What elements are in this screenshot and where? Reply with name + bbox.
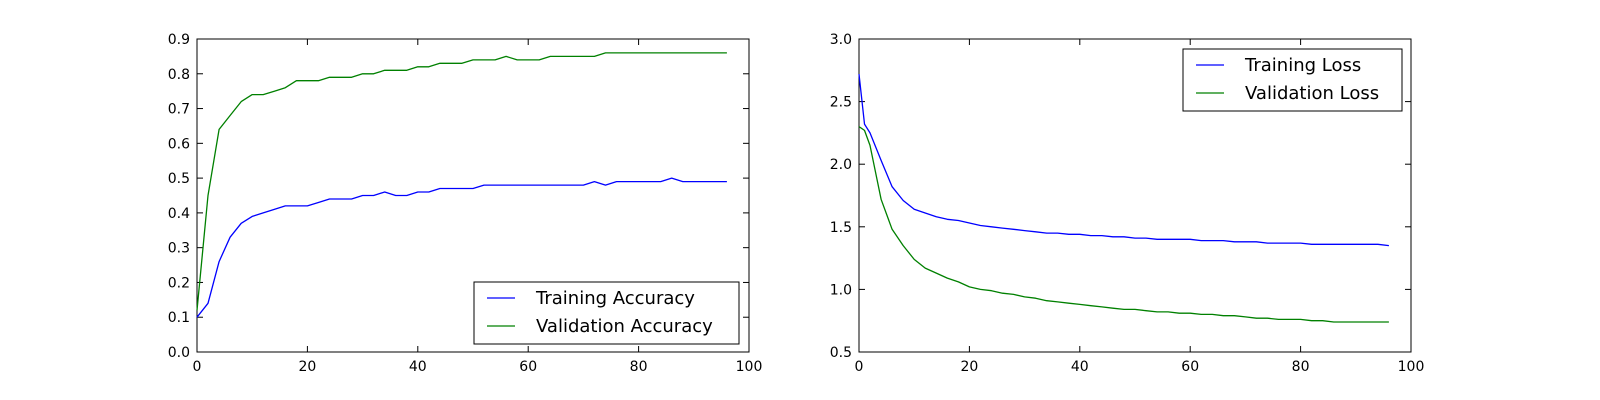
chart-2: 0 20 40 60 80 100 0.5 1.0 1.5 2.0 2.5 3.0 Training L… <box>830 32 1425 375</box>
x-tick-label: 60 <box>1181 359 1199 375</box>
x-tick-label: 60 <box>519 359 537 375</box>
x-tick-label: 0 <box>193 359 202 375</box>
y-tick-label: 0.1 <box>168 310 190 326</box>
x-tick-label: 80 <box>1292 359 1310 375</box>
y-tick-label: 2.5 <box>830 95 852 111</box>
y-tick-label: 0.6 <box>168 136 190 152</box>
legend-label: Training Accuracy <box>535 288 695 309</box>
legend-label: Training Loss <box>1244 55 1361 76</box>
y-tick-label: 0.0 <box>168 345 190 361</box>
x-tick-label: 40 <box>409 359 427 375</box>
series-line-training-accuracy <box>196 177 727 318</box>
chart-1: 0 20 40 60 80 100 0.0 0.1 0.2 0.3 0.4 0.5 0.6 0.7 0.8 0… <box>168 32 763 375</box>
series-line-training-loss <box>858 74 1389 247</box>
y-tick-label: 1.0 <box>830 282 852 298</box>
x-tick-label: 40 <box>1071 359 1089 375</box>
y-tick-label: 0.3 <box>168 241 190 257</box>
x-tick-label: 20 <box>960 359 978 375</box>
y-tick-label: 0.5 <box>168 171 190 187</box>
x-tick-label: 100 <box>736 359 763 375</box>
y-tick-label: 2.0 <box>830 157 852 173</box>
y-tick-label: 0.7 <box>168 102 190 118</box>
legend-label: Validation Accuracy <box>536 316 713 337</box>
series-line-validation-accuracy <box>196 52 727 311</box>
y-tick-label: 0.9 <box>168 32 190 48</box>
y-tick-label: 3.0 <box>830 32 852 48</box>
legend: Training Loss Validation Loss <box>1182 48 1403 112</box>
x-tick-label: 20 <box>298 359 316 375</box>
legend: Training Accuracy Validation Accuracy <box>473 281 740 345</box>
x-tick-label: 0 <box>855 359 864 375</box>
y-tick-label: 0.5 <box>830 345 852 361</box>
y-tick-label: 0.2 <box>168 275 190 291</box>
legend-box <box>1182 48 1403 112</box>
x-tick-label: 100 <box>1398 359 1425 375</box>
y-tick-label: 1.5 <box>830 220 852 236</box>
plot-frame <box>196 38 750 353</box>
y-tick-label: 0.4 <box>168 206 190 222</box>
y-tick-label: 0.8 <box>168 67 190 83</box>
x-tick-label: 80 <box>630 359 648 375</box>
series-line-validation-loss <box>858 126 1389 323</box>
legend-box <box>473 281 740 345</box>
legend-label: Validation Loss <box>1245 83 1379 104</box>
plot-frame <box>858 38 1412 353</box>
